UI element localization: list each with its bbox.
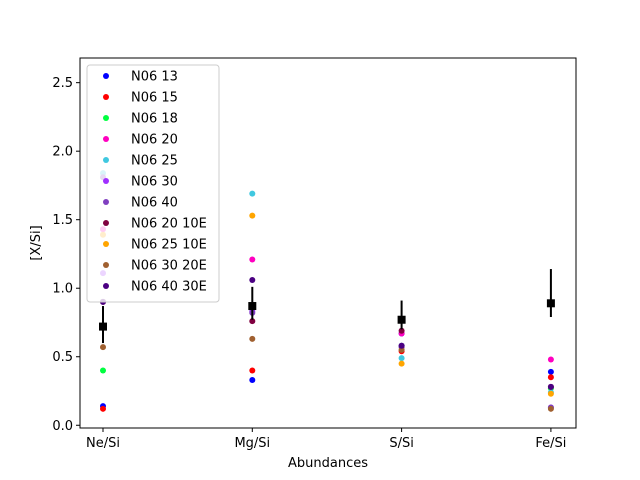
data-point	[547, 374, 554, 381]
data-point	[249, 256, 256, 263]
data-point	[100, 405, 106, 412]
legend-label: N06 15	[131, 91, 178, 106]
legend-marker	[103, 241, 109, 247]
data-point	[100, 344, 106, 351]
legend-label: N06 25 10E	[131, 238, 207, 253]
data-point	[249, 277, 256, 283]
y-tick-label: 2.0	[52, 145, 73, 160]
observed-marker	[248, 302, 257, 311]
observed-marker	[546, 299, 555, 308]
legend-label: N06 30 20E	[131, 259, 207, 274]
legend-label: N06 40	[131, 196, 178, 211]
x-axis: Ne/Si Mg/Si S/Si Fe/Si	[86, 428, 566, 451]
legend-label: N06 18	[131, 112, 178, 127]
y-tick-label: 1.0	[52, 282, 73, 297]
y-axis-label: [X/Si]	[29, 225, 44, 260]
y-tick-label: 0.5	[52, 350, 73, 365]
data-point	[249, 212, 256, 219]
legend-marker	[103, 178, 109, 184]
legend-marker	[103, 115, 109, 121]
legend-marker	[103, 73, 109, 79]
legend-label: N06 13	[131, 70, 178, 85]
x-tick-label: Fe/Si	[535, 436, 566, 451]
data-point	[398, 355, 405, 362]
x-tick-label: Ne/Si	[86, 436, 120, 451]
legend-label: N06 20 10E	[131, 217, 207, 232]
observed-marker	[99, 322, 107, 331]
data-point	[547, 390, 554, 397]
observed-marker	[397, 315, 406, 324]
legend-label: N06 40 30E	[131, 280, 207, 295]
legend-marker	[103, 220, 109, 226]
legend-marker	[103, 262, 109, 268]
x-tick-label: Mg/Si	[234, 436, 270, 451]
x-tick-label: S/Si	[389, 436, 414, 451]
legend-label: N06 30	[131, 175, 178, 190]
legend-label: N06 20	[131, 133, 178, 148]
data-point	[398, 360, 405, 367]
data-point	[249, 335, 256, 342]
y-tick-label: 1.5	[52, 213, 73, 228]
data-point	[100, 367, 106, 374]
data-point	[249, 190, 256, 197]
legend: N06 13 N06 15 N06 18 N06 20 N06 25 N06 30 N06 …	[86, 64, 220, 303]
legend-marker	[103, 199, 109, 205]
data-point	[547, 383, 554, 390]
x-axis-label: Abundances	[288, 456, 368, 471]
data-point	[398, 327, 405, 334]
legend-marker	[103, 136, 109, 142]
legend-box	[86, 64, 220, 303]
data-point	[547, 405, 554, 412]
legend-label: N06 25	[131, 154, 178, 169]
y-tick-label: 2.5	[52, 76, 73, 91]
data-point	[398, 342, 405, 349]
data-point	[249, 367, 256, 374]
data-point	[249, 377, 256, 384]
legend-marker	[103, 94, 109, 100]
data-point	[547, 356, 554, 363]
plot-frame	[79, 57, 577, 429]
data-point	[249, 318, 256, 325]
y-axis: 0.0 0.5 1.0 1.5 2.0 2.5	[52, 76, 80, 434]
data-point	[547, 368, 554, 375]
legend-marker	[103, 157, 109, 163]
y-tick-label: 0.0	[52, 419, 73, 434]
data-point	[398, 346, 405, 353]
legend-marker	[103, 283, 109, 289]
